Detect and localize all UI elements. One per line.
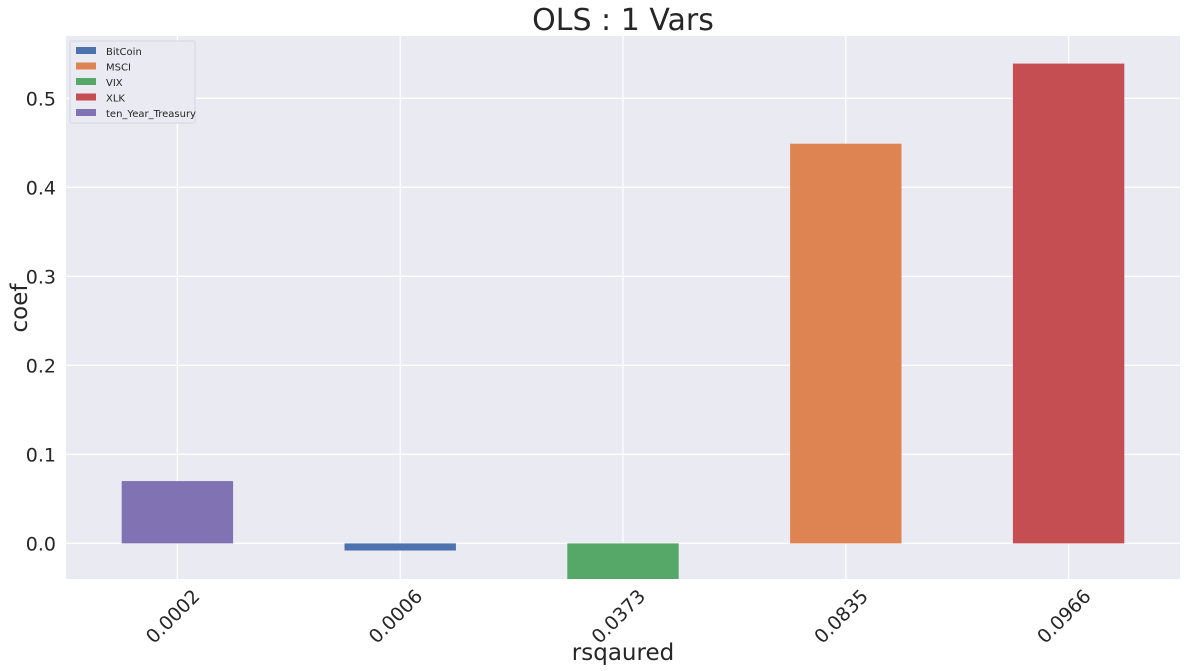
y-tick-label: 0.0 (26, 533, 56, 555)
x-axis-label: rsqaured (572, 640, 674, 666)
x-tick-label: 0.0373 (587, 585, 650, 648)
bar-BitCoin (344, 543, 456, 551)
bar-XLK (1012, 63, 1125, 544)
y-tick-label: 0.3 (26, 266, 56, 288)
legend-label: MSCI (106, 63, 131, 74)
x-tick-label: 0.0835 (810, 585, 873, 648)
x-axis-ticks: 0.0002 0.0006 0.0373 0.0835 0.0966 (142, 585, 1096, 648)
legend-swatch (76, 62, 96, 70)
legend-swatch (76, 93, 96, 101)
legend-swatch (76, 78, 96, 85)
bars (121, 63, 1125, 579)
legend: BitCoin MSCI VIX XLK ten_Year_Treasury (69, 40, 196, 124)
legend-label: BitCoin (106, 47, 142, 58)
y-axis-label: coef (7, 283, 33, 333)
bar-VIX (567, 543, 679, 579)
legend-swatch (76, 109, 96, 116)
bar-MSCI (790, 143, 902, 544)
y-tick-label: 0.4 (26, 177, 56, 199)
legend-box (69, 40, 196, 124)
legend-swatch (76, 47, 96, 54)
bar-ten_Year_Treasury (121, 481, 234, 544)
legend-label: ten_Year_Treasury (106, 109, 196, 120)
y-tick-label: 0.2 (26, 355, 56, 377)
x-tick-label: 0.0006 (365, 585, 428, 648)
chart-title: OLS : 1 Vars (532, 3, 714, 38)
x-tick-label: 0.0002 (142, 585, 205, 648)
y-tick-label: 0.5 (26, 88, 56, 110)
legend-label: XLK (106, 94, 125, 105)
x-tick-label: 0.0966 (1033, 585, 1096, 648)
y-tick-label: 0.1 (26, 444, 56, 466)
legend-label: VIX (106, 78, 123, 89)
y-axis-ticks: 0.0 0.1 0.2 0.3 0.4 0.5 (26, 88, 56, 555)
